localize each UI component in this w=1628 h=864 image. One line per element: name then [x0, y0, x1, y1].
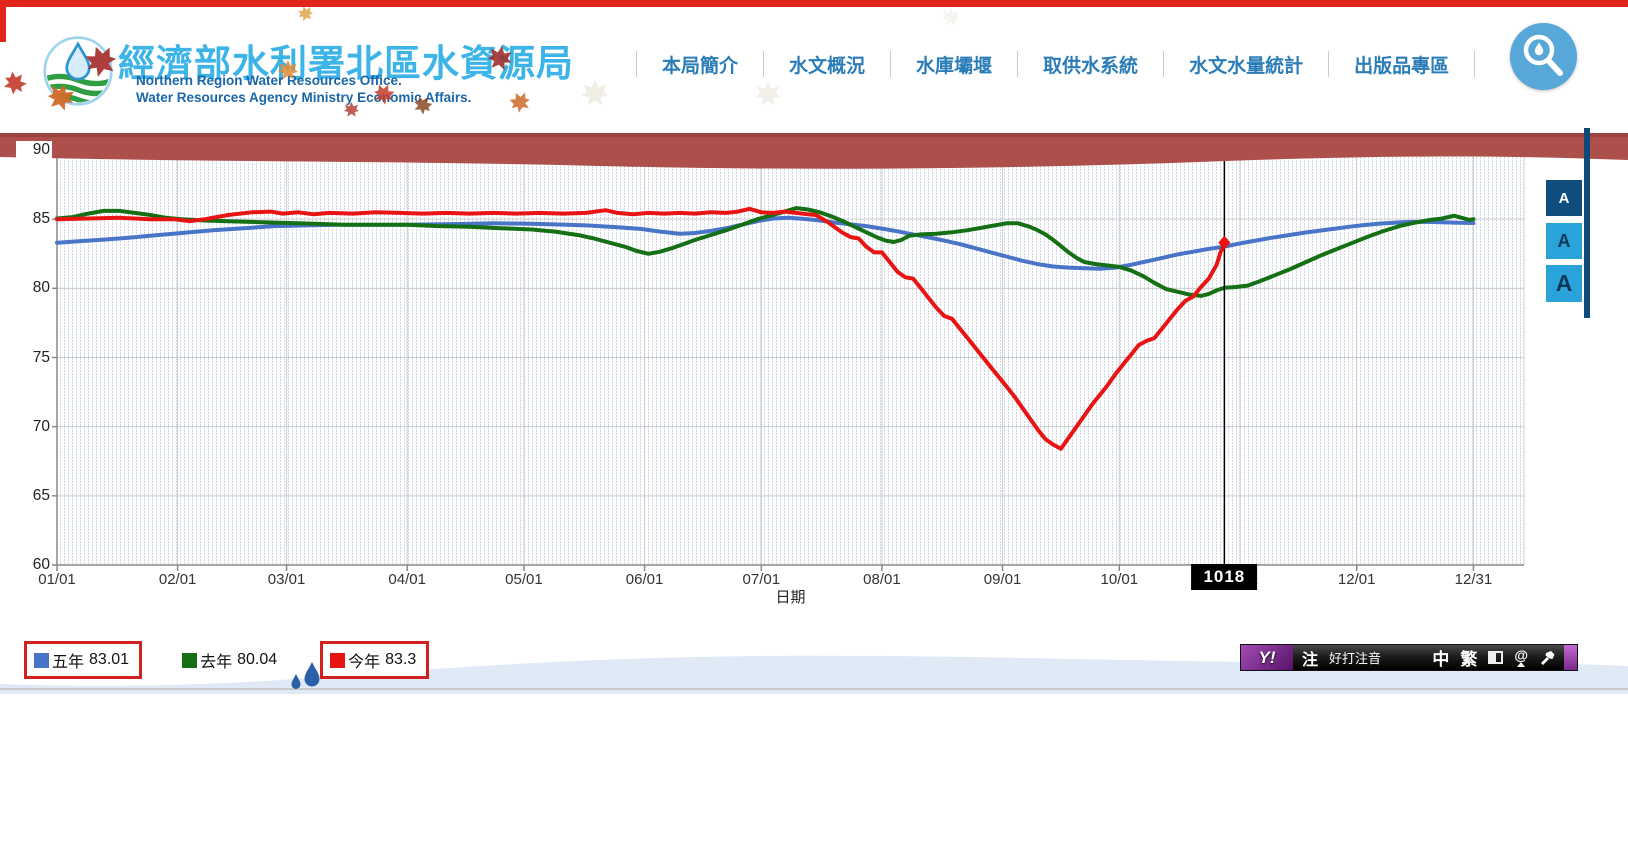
- ime-tools-button[interactable]: [1539, 650, 1555, 666]
- font-size-large-button[interactable]: A: [1546, 265, 1582, 302]
- main-nav: 本局簡介 水文概況 水庫壩堰 取供水系統 水文水量統計 出版品專區: [636, 47, 1476, 81]
- legend-value: 83.3: [385, 651, 417, 668]
- site-subtitle-line1: Northern Region Water Resources Office.: [136, 73, 402, 88]
- site-subtitle-line2: Water Resources Agency Ministry Economic…: [136, 90, 472, 105]
- cursor-tooltip: 1018: [1191, 564, 1258, 590]
- last-year-swatch-icon: [182, 652, 198, 668]
- y-axis-tick-label: 85: [16, 210, 52, 229]
- nav-item-publications[interactable]: 出版品專區: [1328, 51, 1474, 77]
- right-rail-divider: [1584, 128, 1590, 318]
- y-axis-tick-label: 90: [16, 141, 52, 159]
- legend-label: 五年: [52, 654, 85, 671]
- top-red-border: [0, 0, 1628, 7]
- site-header: 經濟部水利署北區水資源局 Northern Region Water Resou…: [0, 7, 1628, 133]
- ime-symbol-button[interactable]: @: [1514, 648, 1528, 667]
- x-axis-title: 日期: [775, 589, 806, 606]
- caret-up-icon: [1517, 661, 1526, 667]
- this-year-swatch-icon: [330, 652, 346, 668]
- ime-charset-toggle[interactable]: 繁: [1460, 650, 1478, 669]
- y-axis-tick-label: 60: [16, 556, 52, 574]
- footer-divider-line: [0, 688, 1628, 690]
- legend-label: 去年: [200, 654, 233, 671]
- legend-value: 80.04: [237, 651, 278, 668]
- nav-divider: [1474, 51, 1476, 77]
- water-drop-icon: [291, 662, 320, 689]
- nav-item-statistics[interactable]: 水文水量統計: [1163, 51, 1328, 77]
- y-axis-tick-label: 70: [16, 417, 52, 436]
- five-year-swatch-icon: [34, 652, 49, 668]
- left-red-border: [0, 0, 6, 42]
- font-size-small-button[interactable]: A: [1546, 180, 1582, 216]
- nav-item-hydrology[interactable]: 水文概況: [763, 51, 890, 77]
- y-axis-tick-label: 80: [16, 279, 52, 298]
- nav-item-water-supply[interactable]: 取供水系統: [1017, 51, 1163, 77]
- ime-name-label[interactable]: 好打注音: [1329, 651, 1382, 666]
- nav-item-about[interactable]: 本局簡介: [636, 51, 763, 77]
- search-button[interactable]: [1510, 23, 1577, 90]
- ime-keyboard-icon[interactable]: [1488, 651, 1504, 664]
- legend-item-five-year[interactable]: 五年 83.01: [24, 641, 143, 679]
- legend-label: 今年: [348, 654, 381, 671]
- legend-value: 83.01: [89, 651, 130, 668]
- ime-toolbar-end-cap: [1564, 645, 1577, 670]
- ime-mode-button[interactable]: 注: [1302, 651, 1319, 669]
- footer-wave-decoration: [0, 655, 1628, 694]
- y-axis-tick-label: 65: [16, 486, 52, 505]
- ime-toolbar: Y! 注 好打注音 中 繁 @: [1240, 644, 1578, 671]
- ime-lang-toggle[interactable]: 中: [1432, 650, 1450, 669]
- agency-logo-icon[interactable]: [42, 35, 114, 107]
- legend-item-last-year[interactable]: 去年 80.04: [172, 641, 291, 679]
- nav-item-reservoir[interactable]: 水庫壩堰: [890, 51, 1017, 77]
- y-axis-tick-label: 75: [16, 348, 52, 367]
- chart-plot-area[interactable]: [57, 150, 1524, 565]
- legend-item-this-year[interactable]: 今年 83.3: [320, 641, 430, 679]
- chart-legend: 五年 83.01 去年 80.04 今年 83.3: [24, 641, 459, 679]
- hammer-icon: [1541, 650, 1555, 665]
- search-icon: [1523, 34, 1563, 76]
- yahoo-logo-button[interactable]: Y!: [1241, 645, 1293, 670]
- font-size-medium-button[interactable]: A: [1546, 223, 1582, 259]
